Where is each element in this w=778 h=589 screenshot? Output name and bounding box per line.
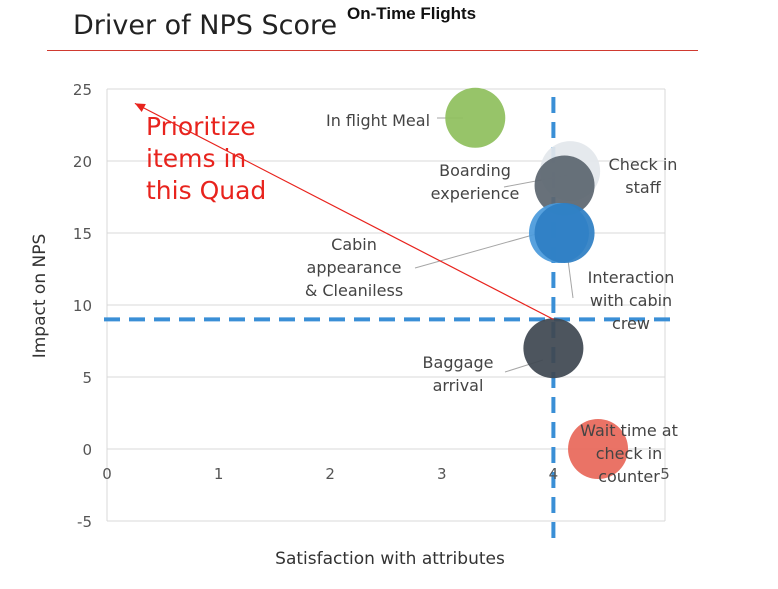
data-label: staff [625, 178, 661, 197]
tick-labels: -5 0 5 10 15 20 25 0 1 2 3 4 5 [73, 81, 670, 531]
data-label: Interaction [588, 268, 675, 287]
x-axis-label: Satisfaction with attributes [275, 549, 505, 569]
data-point [445, 87, 506, 148]
data-label: & Cleaniless [305, 281, 403, 300]
data-label: In flight Meal [326, 111, 430, 130]
leader-line [414, 230, 548, 269]
x-tick-label: 5 [660, 465, 670, 483]
data-label: crew [612, 314, 650, 333]
x-tick-label: 4 [549, 465, 559, 483]
y-tick-label: 5 [82, 369, 92, 387]
title-divider [47, 50, 698, 51]
data-labels: In flight Meal Check in staff Boarding exper… [305, 111, 678, 486]
y-tick-label: 15 [73, 225, 92, 243]
data-label: with cabin [590, 291, 672, 310]
y-tick-label: -5 [77, 513, 92, 531]
annotation-callout-text: items in [146, 144, 246, 173]
y-tick-label: 0 [82, 441, 92, 459]
threshold-lines [104, 97, 678, 540]
data-label: Check in [609, 155, 678, 174]
annotation-callout-text: Prioritize [146, 112, 256, 141]
data-point [534, 203, 595, 263]
data-point [523, 318, 584, 379]
data-label: check in [596, 444, 663, 463]
annotation-callout-text: this Quad [146, 176, 266, 205]
y-axis-label: Impact on NPS [30, 234, 50, 359]
data-point [568, 419, 629, 479]
data-label: Cabin [331, 235, 377, 254]
x-tick-label: 2 [325, 465, 335, 483]
x-tick-label: 3 [437, 465, 447, 483]
data-label: experience [431, 184, 520, 203]
data-label: arrival [433, 376, 484, 395]
data-label: counter [598, 467, 660, 486]
y-tick-label: 10 [73, 297, 92, 315]
data-label: appearance [307, 258, 402, 277]
chart-title: Driver of NPS Score [73, 10, 338, 41]
x-tick-label: 0 [102, 465, 112, 483]
y-tick-label: 25 [73, 81, 92, 99]
annotation-arrow-head [134, 103, 146, 112]
chart-subtitle: On-Time Flights [347, 4, 477, 23]
data-label: Wait time at [580, 421, 678, 440]
annotation-arrow-line [134, 102, 554, 320]
data-label: Boarding [439, 161, 511, 180]
data-point [534, 155, 595, 216]
data-label: Baggage [423, 353, 494, 372]
y-tick-label: 20 [73, 153, 92, 171]
x-tick-label: 1 [214, 465, 224, 483]
annotation: Prioritize items in this Quad [134, 102, 554, 320]
data-points [445, 87, 629, 479]
